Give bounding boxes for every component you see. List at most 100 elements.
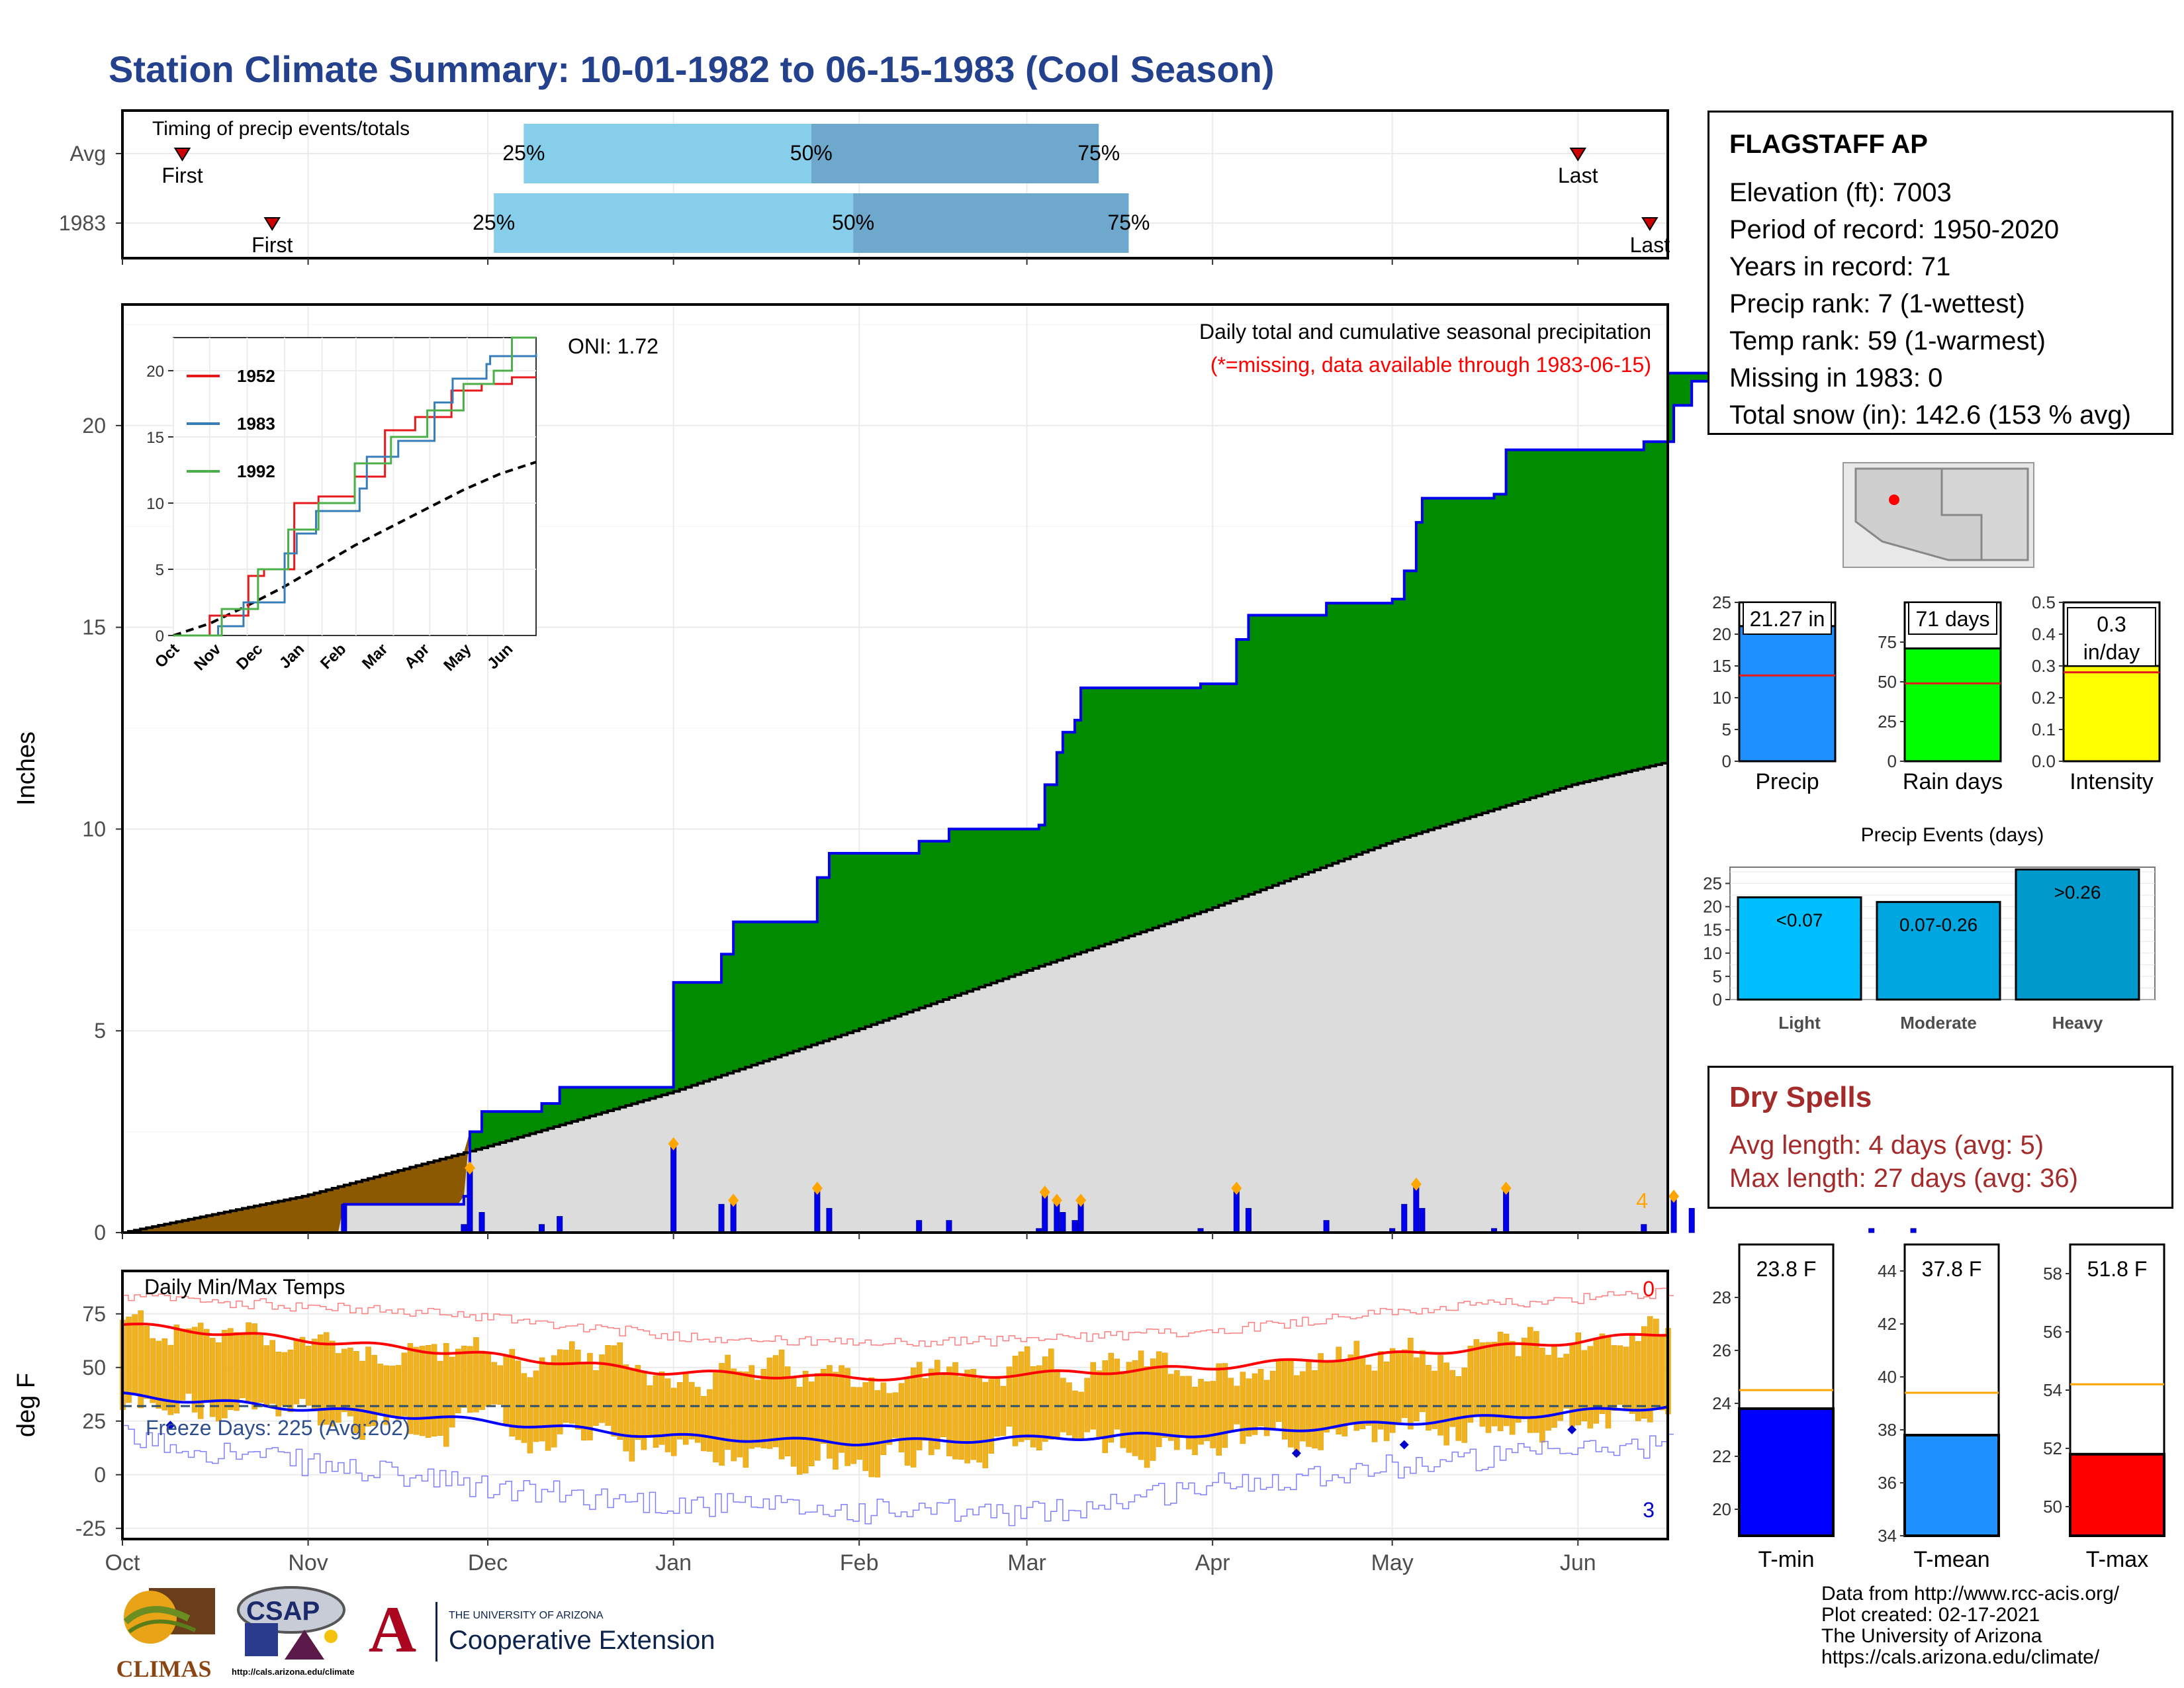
- daily-precip-bar: [557, 1216, 563, 1233]
- daily-temp-bar: [575, 1349, 581, 1430]
- daily-precip-bar: [1910, 1228, 1917, 1233]
- month-tick-label: Mar: [1007, 1550, 1046, 1575]
- daily-temp-bar: [1294, 1375, 1300, 1456]
- daily-temp-bar: [1312, 1370, 1318, 1449]
- footer-line-3: https://cals.arizona.edu/climate/: [1821, 1646, 2100, 1668]
- daily-temp-bar: [929, 1368, 934, 1456]
- daily-temp-bar: [1581, 1350, 1588, 1422]
- daily-temp-bar: [1395, 1352, 1402, 1425]
- timing-panel: Timing of precip events/totals 25% 50% 75% F…: [59, 109, 1670, 265]
- daily-temp-bar: [1569, 1343, 1575, 1427]
- daily-temp-bar: [425, 1344, 432, 1438]
- climas-emblem: [123, 1588, 215, 1644]
- temp-summary-y-tick: 22: [1712, 1446, 1731, 1466]
- temp-y-tick: 0: [94, 1463, 106, 1487]
- heavy-precip-marker: [464, 1161, 475, 1175]
- inset-y-tick: 0: [156, 628, 164, 645]
- temp-summary-y-tick: 34: [1878, 1526, 1897, 1546]
- daily-temp-bar: [892, 1392, 899, 1438]
- daily-temp-bar: [790, 1377, 797, 1467]
- temp-summary-bar-1: [1903, 1434, 2000, 1537]
- daily-precip-bar: [341, 1203, 347, 1233]
- heavy-precip-marker: [1500, 1181, 1512, 1195]
- daily-temp-bar: [898, 1383, 905, 1452]
- station-info-line: Precip rank: 7 (1-wettest): [1729, 289, 2025, 318]
- daily-temp-bar: [1647, 1316, 1653, 1423]
- daily-temp-bar: [809, 1382, 815, 1466]
- daily-temp-bar: [784, 1366, 791, 1456]
- cumulative-surplus-area: [122, 373, 1914, 1233]
- record-min-line: [122, 1425, 1674, 1526]
- daily-temp-bar: [1545, 1354, 1551, 1431]
- inset-series-line-1992: [173, 336, 536, 637]
- location-map: [1843, 462, 2034, 568]
- summary-bar-label: Intensity: [2070, 769, 2154, 794]
- summary-y-tick: 0.2: [2032, 688, 2056, 708]
- daily-temp-bar: [341, 1348, 347, 1413]
- daily-temp-bar: [299, 1336, 306, 1399]
- daily-precip-bar: [1419, 1207, 1426, 1233]
- daily-precip-bar: [1688, 1207, 1695, 1233]
- daily-temp-bar: [197, 1323, 204, 1419]
- month-tick-label: Feb: [840, 1550, 879, 1575]
- daily-temp-bar: [1096, 1370, 1102, 1440]
- daily-temp-bar: [1359, 1356, 1366, 1429]
- footer-line-2: The University of Arizona: [1821, 1625, 2042, 1647]
- dry-spells-max: Max length: 27 days (avg: 36): [1729, 1164, 2078, 1193]
- csap-text: CSAP: [246, 1597, 320, 1626]
- daily-temp-bar: [1257, 1369, 1264, 1427]
- daily-precip-bar: [1401, 1203, 1408, 1233]
- freeze-days-label: Freeze Days: 225 (Avg:202): [146, 1416, 410, 1440]
- timing-q50-q75-bar: [811, 124, 1099, 183]
- summary-bar-1: [1903, 647, 2002, 763]
- heavy-precip-marker: [1051, 1194, 1062, 1207]
- daily-temp-bar: [1527, 1327, 1533, 1433]
- daily-precip-bar: [1503, 1188, 1510, 1233]
- first-marker: [263, 217, 281, 231]
- daily-temp-bar: [802, 1370, 809, 1474]
- month-tick-label: May: [1371, 1550, 1414, 1575]
- daily-temp-bar: [904, 1379, 911, 1466]
- daily-temp-bar: [347, 1347, 353, 1417]
- daily-temp-bar: [1473, 1339, 1480, 1416]
- daily-temp-bar: [664, 1378, 671, 1452]
- last-marker: [1641, 217, 1659, 231]
- daily-temp-bar: [1282, 1359, 1288, 1440]
- daily-temp-bar: [611, 1345, 617, 1436]
- temp-summary-y-tick: 50: [2043, 1497, 2062, 1517]
- daily-temp-bar: [515, 1360, 522, 1440]
- daily-temp-bar: [1114, 1358, 1120, 1430]
- precip-event-label: Light: [1778, 1013, 1821, 1033]
- daily-temp-bar: [461, 1345, 467, 1408]
- daily-temp-bar: [868, 1377, 875, 1477]
- station-dot: [1889, 494, 1899, 505]
- daily-precip-bar: [1868, 1228, 1875, 1233]
- daily-temp-bar: [1210, 1381, 1216, 1448]
- daily-temp-bar: [1216, 1363, 1222, 1456]
- daily-temp-bar: [766, 1357, 773, 1449]
- daily-temp-bar: [1557, 1357, 1563, 1421]
- daily-temp-bar: [880, 1382, 887, 1456]
- daily-temp-bar: [203, 1329, 210, 1403]
- daily-temp-bar: [1629, 1333, 1635, 1414]
- avg-max-line: [122, 1322, 1668, 1382]
- daily-temp-bar: [1497, 1331, 1504, 1431]
- missing-note: (*=missing, data available through 1983-…: [1210, 353, 1651, 377]
- daily-temp-bar: [240, 1333, 246, 1399]
- daily-temp-bar: [713, 1371, 719, 1463]
- temp-summary-value: 51.8 F: [2087, 1257, 2148, 1281]
- daily-temp-bar: [216, 1342, 222, 1422]
- precip-y-tick: 0: [94, 1221, 106, 1244]
- daily-temp-bar: [150, 1338, 156, 1403]
- inset-y-tick: 5: [156, 561, 164, 579]
- summary-bar-label: Precip: [1755, 769, 1819, 794]
- daily-precip-bar: [1071, 1220, 1078, 1233]
- daily-temp-bar: [1204, 1382, 1210, 1441]
- daily-temp-bar: [923, 1378, 929, 1441]
- daily-temp-bar: [707, 1389, 713, 1452]
- inset-legend-label: 1983: [237, 414, 275, 434]
- daily-temp-bar: [1449, 1370, 1455, 1427]
- precip-event-text: 0.07-0.26: [1899, 915, 1978, 935]
- temp-summary-y-tick: 26: [1712, 1340, 1731, 1360]
- last-label: Last: [1558, 164, 1598, 187]
